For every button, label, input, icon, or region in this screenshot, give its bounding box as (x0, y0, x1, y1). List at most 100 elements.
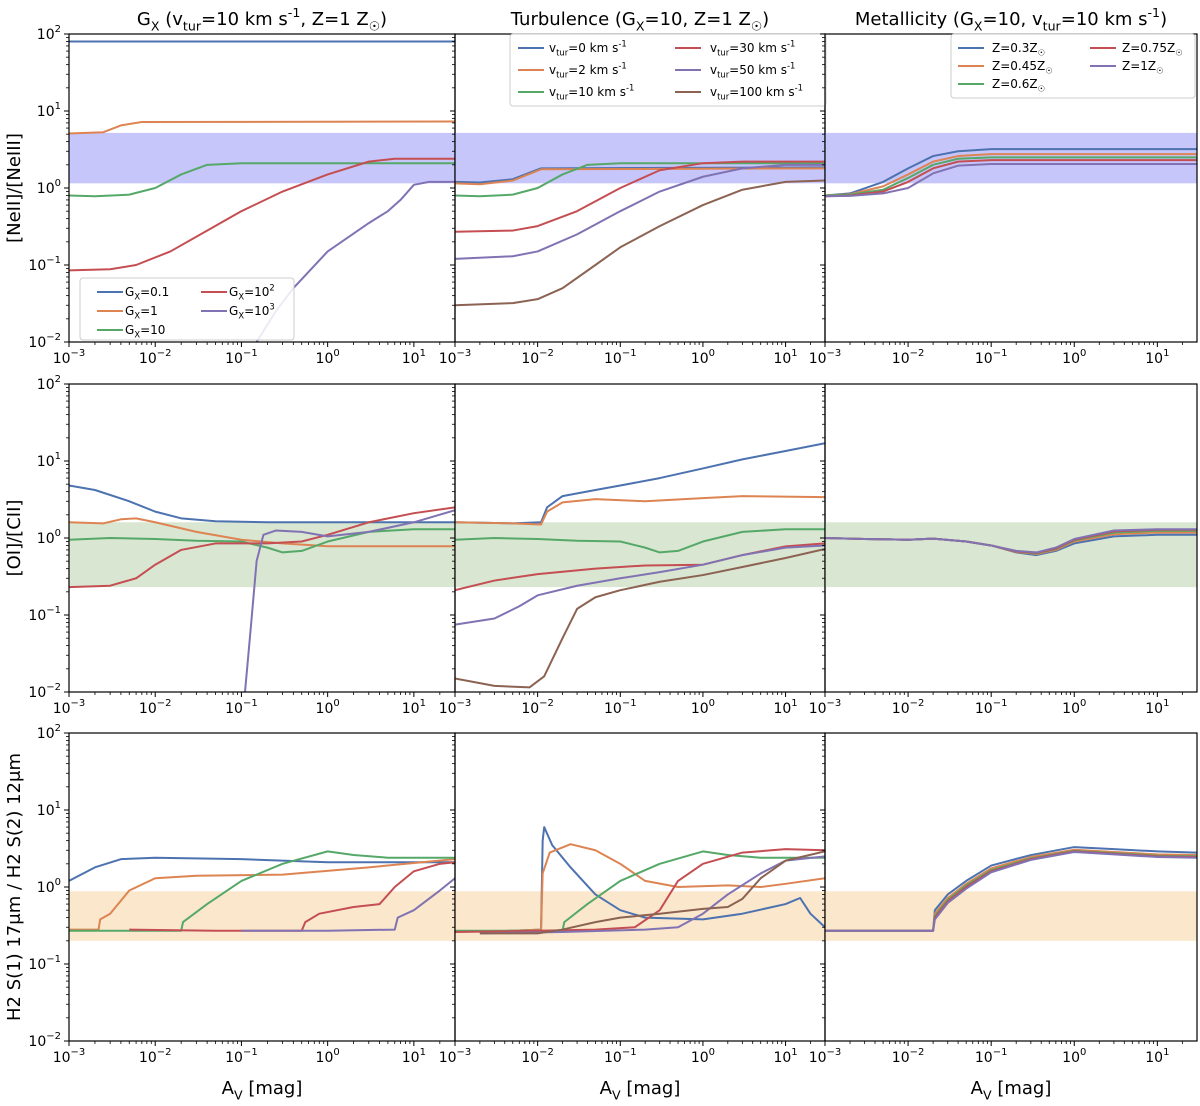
series-line-0 (69, 856, 455, 882)
x-tick-label: 10−2 (892, 1047, 925, 1066)
x-axis-label: AV​ [mag] (222, 1078, 303, 1102)
y-tick-label: 101 (37, 451, 61, 470)
legend-label: vtur​=50 km s-1​ (710, 61, 795, 80)
x-tick-label: 101 (773, 698, 797, 717)
series-line-3 (455, 160, 825, 233)
x-tick-label: 100 (1062, 348, 1086, 367)
y-axis-label: [NeII]/[NeIII] (4, 133, 25, 243)
y-tick-label: 102 (37, 24, 61, 43)
legend-box (79, 277, 295, 341)
x-tick-label: 10−2 (892, 698, 925, 717)
x-tick-label: 10−1 (604, 348, 637, 367)
axes-frame (68, 732, 456, 1042)
x-tick-label: 101 (402, 1047, 426, 1066)
x-tick-label: 100 (691, 348, 715, 367)
series-line-0 (69, 484, 455, 524)
legend-label: GX​=0.1 (125, 285, 169, 302)
legend-label: vtur​=30 km s-1​ (710, 39, 795, 58)
y-tick-label: 100 (37, 178, 61, 197)
panel-r0-c1: 10−3 10−2 10−1 100 101 Turbulence (GX​=10, Z=… (439, 9, 827, 367)
observed-range-band (69, 132, 455, 184)
x-tick-label: 100 (316, 348, 340, 367)
x-tick-label: 10−1 (604, 1047, 637, 1066)
x-tick-label: 101 (1145, 1047, 1169, 1066)
legend-label: vtur​=100 km s-1​ (710, 83, 803, 102)
x-tick-label: 10−3 (439, 1047, 472, 1066)
legend-label: GX​=103​ (229, 302, 275, 321)
y-tick-label: 102 (37, 723, 61, 742)
x-tick-label: 10−1 (975, 698, 1008, 717)
x-tick-label: 100 (1062, 1047, 1086, 1066)
x-tick-label: 10−3 (809, 1047, 842, 1066)
x-tick-label: 10−3 (439, 348, 472, 367)
y-axis-label: H2 S(1) 17μm / H2 S(2) 12μm (4, 753, 25, 1021)
series-line-1 (455, 495, 825, 526)
series-line-1 (69, 120, 455, 135)
y-tick-label: 10−2 (28, 332, 61, 351)
x-tick-label: 100 (1062, 698, 1086, 717)
x-tick-label: 10−2 (892, 348, 925, 367)
legend: GX​=0.1 GX​=1 GX​=10 GX​=102​GX​=103​ (79, 277, 295, 341)
x-tick-label: 100 (691, 1047, 715, 1066)
legend-label: Z=1Z☉​ (1122, 59, 1164, 76)
axes-frame (824, 732, 1198, 1042)
legend: vtur​=0 km s-1​ vtur​=2 km s-1​ vtur​=10 k… (509, 33, 827, 107)
series-line-2 (455, 850, 825, 932)
legend-label: vtur​=2 km s-1​ (549, 61, 627, 80)
series-line-0 (479, 826, 825, 934)
x-tick-label: 10−1 (975, 348, 1008, 367)
legend-label: GX​=1 (125, 304, 158, 321)
series-line-2 (455, 162, 825, 198)
panel-title: Metallicity (GX​=10, vtur​=10 km s-1​) (855, 5, 1167, 34)
legend-label: Z=0.3Z☉​ (992, 41, 1045, 58)
x-tick-label: 101 (773, 1047, 797, 1066)
x-tick-label: 10−1 (604, 698, 637, 717)
y-tick-label: 101 (37, 101, 61, 120)
y-tick-label: 101 (37, 800, 61, 819)
series-line-2 (69, 850, 455, 932)
y-tick-label: 100 (37, 877, 61, 896)
x-tick-label: 100 (691, 698, 715, 717)
series-line-4 (825, 528, 1197, 554)
x-tick-label: 10−2 (139, 348, 172, 367)
series-line-4 (241, 877, 455, 932)
y-tick-label: 10−1 (28, 954, 61, 973)
panel-r1-c2: 10−3 10−2 10−1 100 101 (809, 383, 1198, 717)
legend-box (509, 33, 827, 107)
x-tick-label: 10−2 (521, 1047, 554, 1066)
y-tick-label: 102 (37, 374, 61, 393)
x-tick-label: 10−3 (809, 348, 842, 367)
series-line-2 (69, 528, 455, 554)
series-line-3 (69, 157, 455, 272)
x-tick-label: 10−3 (53, 1047, 86, 1066)
observed-range-band (825, 891, 1197, 941)
x-tick-label: 10−1 (975, 1047, 1008, 1066)
panel-r2-c2: 10−3 10−2 10−1 100 101 AV​ [mag] (809, 732, 1198, 1102)
legend-label: Z=0.75Z☉​ (1122, 41, 1183, 58)
series-line-0 (455, 442, 825, 525)
y-tick-label: 10−1 (28, 605, 61, 624)
series-line-1 (455, 167, 825, 186)
x-tick-label: 101 (1145, 698, 1169, 717)
x-tick-label: 101 (402, 698, 426, 717)
x-axis-label: AV​ [mag] (600, 1078, 681, 1102)
series-line-3 (69, 506, 455, 589)
panel-r1-c1: 10−3 10−2 10−1 100 101 (439, 383, 826, 717)
panel-r0-c2: 10−3 10−2 10−1 100 101 Metallicity (GX​=10, v… (809, 5, 1198, 367)
y-tick-label: 10−2 (28, 682, 61, 701)
series-line-1 (69, 517, 455, 548)
series-line-4 (244, 509, 455, 692)
panel-r1-c0: 10−3 10−2 10−1 100 10110−210−1100101102[OI]/… (4, 374, 456, 717)
x-tick-label: 101 (773, 348, 797, 367)
x-axis-label: AV​ [mag] (971, 1078, 1052, 1102)
series-line-4 (825, 162, 1197, 198)
y-tick-label: 10−1 (28, 255, 61, 274)
x-tick-label: 10−2 (521, 348, 554, 367)
series-line-4 (825, 850, 1197, 932)
series-line-4 (455, 163, 825, 260)
series-line-2 (455, 528, 825, 554)
series-line-5 (479, 850, 825, 935)
